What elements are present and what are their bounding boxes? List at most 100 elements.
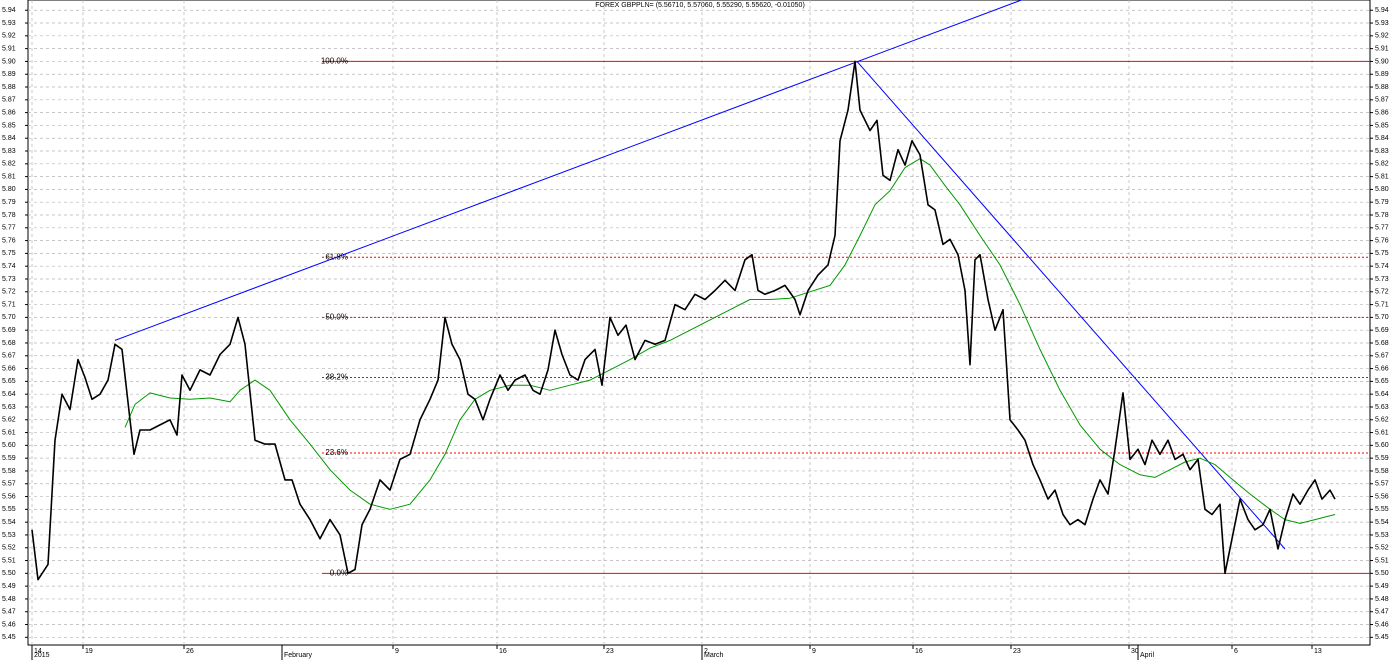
y-tick-label: 5.83 [2, 148, 16, 155]
y-tick-label: 5.85 [1375, 122, 1389, 129]
y-tick-label: 5.55 [1375, 506, 1389, 513]
x-tick-label: 23 [606, 648, 614, 655]
y-tick-label: 5.72 [2, 289, 16, 296]
y-tick-label: 5.71 [1375, 301, 1389, 308]
y-tick-label: 5.81 [2, 173, 16, 180]
y-tick-label: 5.82 [2, 161, 16, 168]
fib-label: 0.0% [330, 568, 348, 577]
y-tick-label: 5.72 [1375, 289, 1389, 296]
y-tick-label: 5.46 [2, 621, 16, 628]
y-tick-label: 5.81 [1375, 173, 1389, 180]
y-tick-label: 5.60 [1375, 442, 1389, 449]
trend-line [856, 61, 1286, 550]
y-tick-label: 5.65 [1375, 378, 1389, 385]
y-tick-label: 5.78 [1375, 212, 1389, 219]
y-tick-label: 5.58 [1375, 468, 1389, 475]
fib-label: 100.0% [321, 57, 348, 66]
y-tick-label: 5.92 [2, 33, 16, 40]
y-tick-label: 5.60 [2, 442, 16, 449]
x-tick-label: 9 [395, 648, 399, 655]
y-tick-label: 5.92 [1375, 33, 1389, 40]
y-tick-label: 5.45 [1375, 634, 1389, 641]
y-tick-label: 5.67 [2, 353, 16, 360]
y-tick-label: 5.73 [2, 276, 16, 283]
y-tick-label: 5.59 [1375, 455, 1389, 462]
y-tick-label: 5.77 [1375, 225, 1389, 232]
y-tick-label: 5.45 [2, 634, 16, 641]
x-tick-label: 19 [85, 648, 93, 655]
y-tick-label: 5.52 [1375, 545, 1389, 552]
month-label: 2015 [34, 652, 50, 659]
y-tick-label: 5.70 [2, 314, 16, 321]
x-tick-label: 16 [915, 648, 923, 655]
x-tick-label: 13 [1314, 648, 1322, 655]
fib-label: 38.2% [325, 373, 348, 382]
y-tick-label: 5.90 [1375, 58, 1389, 65]
y-tick-label: 5.80 [1375, 186, 1389, 193]
x-tick-label: 26 [186, 648, 194, 655]
y-tick-label: 5.53 [1375, 532, 1389, 539]
y-tick-label: 5.68 [1375, 340, 1389, 347]
chart-title: FOREX GBPPLN= (5.56710, 5.57060, 5.55290… [595, 2, 805, 9]
y-tick-label: 5.79 [1375, 199, 1389, 206]
y-tick-label: 5.78 [2, 212, 16, 219]
month-label: March [704, 652, 724, 659]
x-tick-label: 2 [704, 648, 708, 655]
y-tick-label: 5.89 [2, 71, 16, 78]
y-tick-label: 5.54 [1375, 519, 1389, 526]
y-tick-label: 5.64 [1375, 391, 1389, 398]
y-tick-label: 5.61 [2, 429, 16, 436]
y-tick-label: 5.62 [1375, 417, 1389, 424]
y-tick-label: 5.67 [1375, 353, 1389, 360]
y-tick-label: 5.71 [2, 301, 16, 308]
y-tick-label: 5.88 [2, 84, 16, 91]
x-tick-label: 23 [1013, 648, 1021, 655]
y-tick-label: 5.56 [2, 493, 16, 500]
y-tick-label: 5.77 [2, 225, 16, 232]
y-tick-label: 5.49 [2, 583, 16, 590]
y-tick-label: 5.61 [1375, 429, 1389, 436]
y-tick-label: 5.73 [1375, 276, 1389, 283]
y-tick-label: 5.57 [2, 481, 16, 488]
y-tick-label: 5.87 [1375, 97, 1389, 104]
y-tick-label: 5.84 [1375, 135, 1389, 142]
y-tick-label: 5.50 [1375, 570, 1389, 577]
trend-line [114, 0, 1023, 341]
y-tick-label: 5.91 [1375, 45, 1389, 52]
y-tick-label: 5.48 [1375, 596, 1389, 603]
y-tick-label: 5.63 [1375, 404, 1389, 411]
y-tick-label: 5.57 [1375, 481, 1389, 488]
price-line [31, 60, 1336, 581]
y-tick-label: 5.88 [1375, 84, 1389, 91]
y-tick-label: 5.56 [1375, 493, 1389, 500]
y-tick-label: 5.93 [2, 20, 16, 27]
y-tick-label: 5.47 [2, 609, 16, 616]
y-tick-label: 5.93 [1375, 20, 1389, 27]
y-tick-label: 5.69 [2, 327, 16, 334]
y-tick-label: 5.51 [1375, 557, 1389, 564]
y-tick-label: 5.79 [2, 199, 16, 206]
y-tick-label: 5.83 [1375, 148, 1389, 155]
fib-label: 23.6% [325, 448, 348, 457]
y-tick-label: 5.90 [2, 58, 16, 65]
y-tick-label: 5.91 [2, 45, 16, 52]
y-tick-label: 5.50 [2, 570, 16, 577]
y-tick-label: 5.55 [2, 506, 16, 513]
y-tick-label: 5.69 [1375, 327, 1389, 334]
y-tick-label: 5.86 [2, 109, 16, 116]
y-tick-label: 5.74 [2, 263, 16, 270]
y-tick-label: 5.64 [2, 391, 16, 398]
y-tick-label: 5.85 [2, 122, 16, 129]
y-tick-label: 5.94 [2, 7, 16, 14]
x-tick-label: 14 [34, 648, 42, 655]
moving-average [124, 158, 1336, 524]
y-tick-label: 5.66 [1375, 365, 1389, 372]
y-tick-label: 5.58 [2, 468, 16, 475]
x-tick-label: 6 [1234, 648, 1238, 655]
x-tick-label: 30 [1131, 648, 1139, 655]
y-tick-label: 5.76 [1375, 237, 1389, 244]
x-tick-label: 9 [812, 648, 816, 655]
y-tick-label: 5.52 [2, 545, 16, 552]
y-tick-label: 5.75 [2, 250, 16, 257]
